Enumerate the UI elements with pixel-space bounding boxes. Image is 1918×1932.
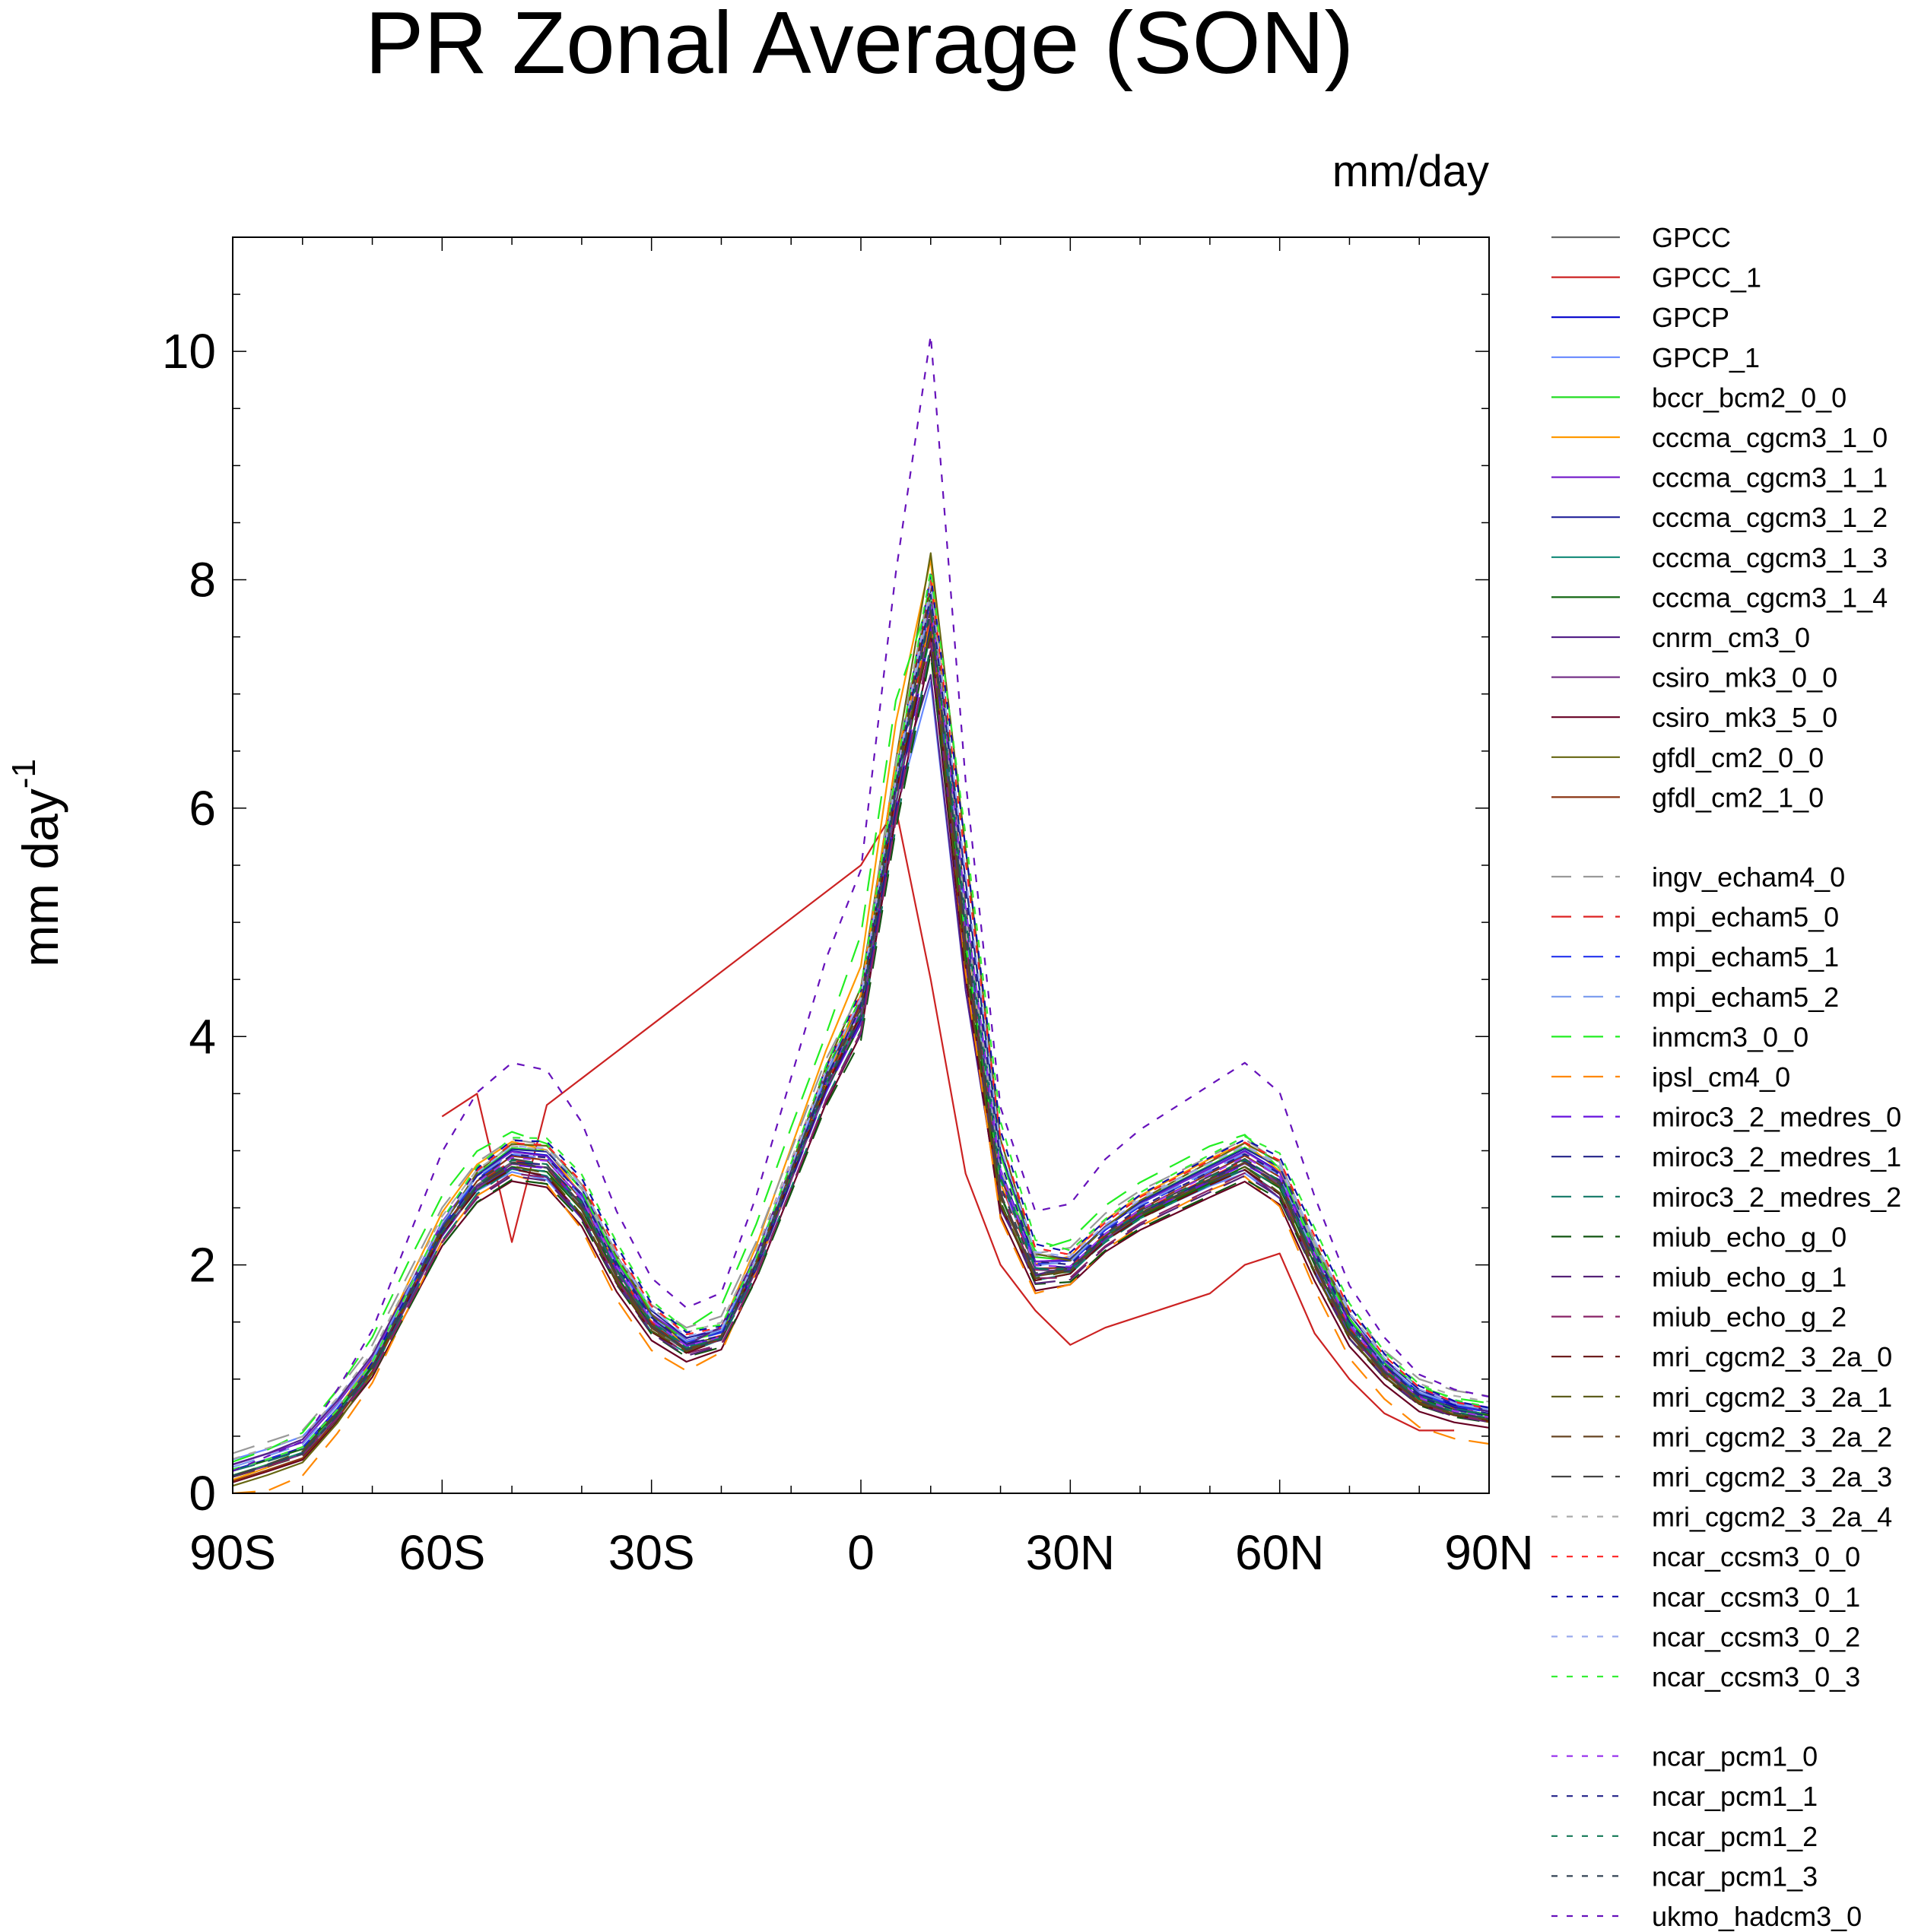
series-line-cnrm_cm3_0 bbox=[232, 674, 1490, 1465]
series-line-mri_cgcm2_3_2a_1 bbox=[232, 631, 1490, 1477]
x-tick-label: 60N bbox=[1235, 1525, 1324, 1580]
legend-label: ncar_ccsm3_0_3 bbox=[1652, 1661, 1860, 1692]
series-line-miroc3_2_medres_0 bbox=[232, 628, 1490, 1472]
legend-label: ncar_ccsm3_0_0 bbox=[1652, 1541, 1860, 1572]
legend-label: GPCC bbox=[1652, 222, 1731, 253]
series-line-GPCC_1 bbox=[441, 807, 1455, 1432]
legend-label: miub_echo_g_0 bbox=[1652, 1221, 1847, 1252]
legend-label: cccma_cgcm3_1_1 bbox=[1652, 462, 1888, 493]
legend-label: mpi_echam5_1 bbox=[1652, 941, 1839, 972]
series-line-ipsl_cm4_0 bbox=[232, 621, 1490, 1495]
series-line-csiro_mk3_5_0 bbox=[232, 649, 1490, 1483]
legend-label: ingv_echam4_0 bbox=[1652, 861, 1845, 893]
legend: GPCC GPCC_1 GPCP GPCP_1 bccr_bcm2_0_0 cccma_c… bbox=[1551, 222, 1901, 1932]
series-line-csiro_mk3_0_0 bbox=[232, 616, 1490, 1477]
legend-label: ncar_pcm1_3 bbox=[1652, 1861, 1818, 1892]
series-line-GPCP_1 bbox=[232, 680, 1490, 1461]
series-line-mpi_echam5_0 bbox=[232, 612, 1490, 1472]
legend-label: ncar_pcm1_2 bbox=[1652, 1821, 1818, 1852]
series-line-cccma_cgcm3_1_4 bbox=[232, 626, 1490, 1472]
legend-label: cnrm_cm3_0 bbox=[1652, 622, 1810, 653]
x-tick-label: 30S bbox=[608, 1525, 695, 1580]
series-line-mri_cgcm2_3_2a_2 bbox=[232, 608, 1490, 1477]
legend-label: miroc3_2_medres_1 bbox=[1652, 1141, 1901, 1172]
legend-label: cccma_cgcm3_1_3 bbox=[1652, 542, 1888, 573]
legend-label: miub_echo_g_2 bbox=[1652, 1302, 1847, 1333]
series-line-ncar_ccsm3_0_3 bbox=[232, 569, 1490, 1470]
series-line-miroc3_2_medres_1 bbox=[232, 623, 1490, 1472]
legend-label: miroc3_2_medres_0 bbox=[1652, 1102, 1901, 1133]
legend-label: mpi_echam5_2 bbox=[1652, 982, 1839, 1013]
series-line-cccma_cgcm3_1_3 bbox=[232, 633, 1490, 1477]
units-label: mm/day bbox=[1332, 147, 1489, 196]
y-tick-label: 2 bbox=[189, 1238, 216, 1293]
x-tick-label: 0 bbox=[847, 1525, 875, 1580]
legend-label: csiro_mk3_0_0 bbox=[1652, 662, 1837, 693]
y-tick-label: 6 bbox=[189, 781, 216, 836]
x-tick-label: 90N bbox=[1444, 1525, 1533, 1580]
legend-label: ncar_pcm1_0 bbox=[1652, 1741, 1818, 1772]
series-line-mri_cgcm2_3_2a_3 bbox=[232, 592, 1490, 1477]
y-tick-label: 8 bbox=[189, 553, 216, 608]
legend-label: ncar_ccsm3_0_1 bbox=[1652, 1581, 1860, 1613]
y-axis-label-superscript: -1 bbox=[5, 759, 43, 788]
legend-label: GPCC_1 bbox=[1652, 262, 1761, 293]
series-line-miub_echo_g_1 bbox=[232, 641, 1490, 1478]
legend-label: mri_cgcm2_3_2a_1 bbox=[1652, 1382, 1892, 1413]
series-layer bbox=[232, 335, 1490, 1495]
chart-title: PR Zonal Average (SON) bbox=[365, 0, 1354, 92]
series-line-miroc3_2_medres_2 bbox=[232, 644, 1490, 1472]
legend-label: ipsl_cm4_0 bbox=[1652, 1061, 1790, 1093]
legend-label: gfdl_cm2_0_0 bbox=[1652, 742, 1824, 773]
legend-label: ukmo_hadcm3_0 bbox=[1652, 1901, 1862, 1932]
series-line-ncar_pcm1_1 bbox=[232, 594, 1490, 1477]
legend-label: mpi_echam5_0 bbox=[1652, 902, 1839, 933]
series-line-miub_echo_g_0 bbox=[232, 653, 1490, 1478]
legend-label: mri_cgcm2_3_2a_0 bbox=[1652, 1341, 1892, 1372]
ticks-layer: 0 2 4 6 8 10 90S 60S 30S 0 30N 60N 90N bbox=[162, 236, 1534, 1580]
legend-label: mri_cgcm2_3_2a_4 bbox=[1652, 1502, 1892, 1533]
series-line-ncar_pcm1_3 bbox=[232, 609, 1490, 1477]
legend-label: ncar_pcm1_1 bbox=[1652, 1781, 1818, 1812]
x-tick-label: 90S bbox=[189, 1525, 276, 1580]
series-line-ncar_ccsm3_0_2 bbox=[232, 583, 1490, 1471]
legend-label: mri_cgcm2_3_2a_3 bbox=[1652, 1461, 1892, 1493]
legend-label: gfdl_cm2_1_0 bbox=[1652, 782, 1824, 813]
series-line-mri_cgcm2_3_2a_4 bbox=[232, 592, 1490, 1460]
legend-label: miroc3_2_medres_2 bbox=[1652, 1182, 1901, 1213]
y-axis-label: mm day-1 bbox=[5, 759, 68, 967]
y-tick-label: 0 bbox=[189, 1466, 216, 1521]
legend-label: cccma_cgcm3_1_4 bbox=[1652, 582, 1888, 613]
legend-label: bccr_bcm2_0_0 bbox=[1652, 382, 1847, 413]
x-tick-label: 60S bbox=[399, 1525, 485, 1580]
series-line-mri_cgcm2_3_2a_0 bbox=[232, 633, 1490, 1477]
legend-label: ncar_ccsm3_0_2 bbox=[1652, 1621, 1860, 1652]
legend-label: GPCP_1 bbox=[1652, 342, 1760, 373]
y-tick-label: 4 bbox=[189, 1009, 216, 1064]
legend-label: cccma_cgcm3_1_2 bbox=[1652, 502, 1888, 533]
legend-label: inmcm3_0_0 bbox=[1652, 1021, 1808, 1052]
series-line-cccma_cgcm3_1_0 bbox=[232, 558, 1490, 1481]
legend-label: miub_echo_g_1 bbox=[1652, 1261, 1847, 1293]
legend-label: csiro_mk3_5_0 bbox=[1652, 702, 1837, 733]
legend-label: cccma_cgcm3_1_0 bbox=[1652, 422, 1888, 453]
y-tick-label: 10 bbox=[162, 324, 216, 379]
legend-label: GPCP bbox=[1652, 302, 1729, 333]
series-line-ukmo_hadcm3_0 bbox=[232, 335, 1490, 1472]
legend-label: mri_cgcm2_3_2a_2 bbox=[1652, 1421, 1892, 1452]
y-axis-label-main: mm day bbox=[12, 788, 68, 967]
series-line-miub_echo_g_2 bbox=[232, 639, 1490, 1478]
x-tick-label: 30N bbox=[1026, 1525, 1115, 1580]
